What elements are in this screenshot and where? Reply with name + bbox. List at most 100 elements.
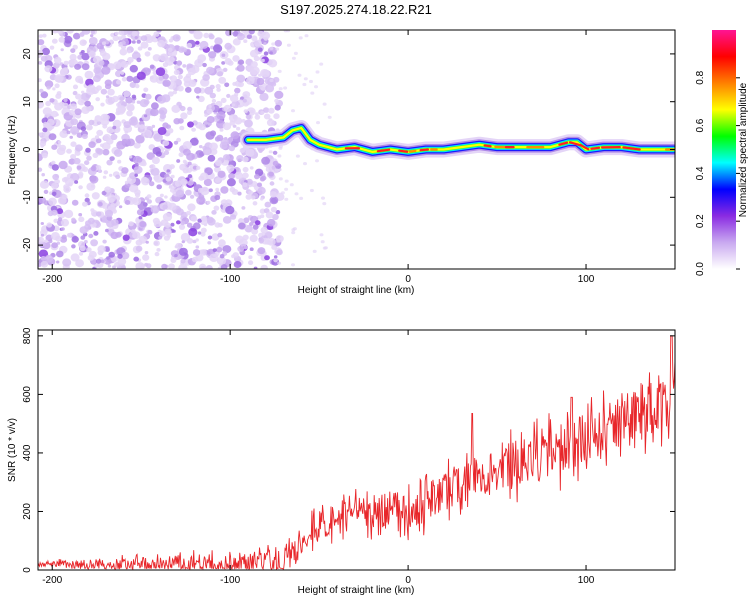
noise-speck [108, 251, 115, 258]
noise-speck [257, 247, 266, 255]
noise-speck [70, 126, 80, 135]
noise-speck [129, 82, 137, 88]
noise-speck [78, 185, 83, 190]
noise-speck [268, 241, 273, 245]
noise-speck [245, 114, 252, 120]
noise-speck [236, 74, 246, 83]
noise-speck [107, 264, 112, 268]
noise-speck [135, 245, 143, 252]
noise-speck [101, 201, 106, 205]
noise-speck [228, 160, 234, 166]
noise-speck [264, 255, 270, 261]
noise-speck [278, 146, 283, 150]
noise-speck [97, 245, 106, 253]
noise-speck [268, 107, 275, 114]
spectrogram-y-tick-label: 0 [22, 146, 33, 152]
noise-speck [260, 264, 268, 269]
noise-speck [304, 34, 309, 38]
noise-speck [248, 260, 254, 266]
noise-speck [197, 54, 207, 63]
noise-speck [158, 107, 168, 116]
noise-speck [173, 69, 180, 76]
noise-speck [123, 121, 131, 129]
noise-speck [268, 171, 274, 177]
noise-speck [236, 126, 241, 131]
noise-speck [314, 85, 318, 89]
noise-speck [278, 87, 283, 91]
noise-speck [178, 104, 183, 109]
noise-speck [157, 127, 167, 135]
noise-speck [193, 30, 203, 40]
noise-speck [206, 200, 211, 205]
noise-speck [153, 175, 160, 181]
colorbar-tick-label: 0.0 [695, 262, 706, 276]
noise-speck [127, 30, 132, 35]
noise-speck [70, 141, 77, 147]
noise-speck [257, 182, 262, 188]
noise-speck [274, 104, 281, 111]
noise-speck [112, 125, 117, 130]
noise-speck [86, 155, 92, 161]
noise-speck [200, 172, 209, 181]
noise-speck [105, 228, 109, 233]
noise-speck [265, 84, 275, 93]
noise-speck [291, 56, 296, 60]
noise-speck [203, 32, 210, 39]
noise-speck [144, 51, 151, 57]
noise-speck [72, 84, 79, 90]
noise-speck [216, 256, 227, 265]
noise-speck [272, 150, 278, 155]
noise-speck [127, 49, 131, 54]
noise-speck [38, 167, 43, 172]
signal-hot-segment [376, 148, 391, 153]
noise-speck [123, 90, 131, 98]
noise-speck [182, 141, 193, 150]
colorbar-ticks: 0.0 0.2 0.4 0.6 0.8 [695, 70, 740, 276]
noise-speck [316, 121, 320, 125]
noise-speck [97, 202, 103, 207]
noise-speck [232, 38, 241, 46]
noise-speck [214, 37, 223, 45]
noise-speck [228, 114, 238, 123]
noise-speck [56, 250, 64, 258]
spectrogram-y-tick-label: -10 [22, 190, 33, 205]
noise-speck [61, 194, 68, 200]
noise-speck [186, 210, 191, 216]
noise-speck [88, 37, 98, 45]
noise-speck [111, 219, 119, 226]
snr-frame [37, 329, 676, 571]
snr-y-tick-label: 800 [22, 327, 33, 344]
noise-speck [134, 189, 141, 196]
noise-speck [167, 128, 174, 134]
noise-speck [73, 32, 81, 40]
noise-speck [140, 41, 149, 49]
snr-series-line [38, 335, 675, 570]
noise-speck [138, 235, 148, 244]
noise-speck [212, 248, 217, 253]
noise-speck [181, 240, 185, 244]
noise-speck [280, 191, 285, 195]
noise-speck [207, 154, 216, 162]
noise-speck [70, 48, 76, 53]
noise-speck [90, 184, 95, 188]
noise-speck [277, 69, 282, 73]
noise-speck [80, 126, 87, 132]
noise-speck [254, 114, 261, 120]
noise-speck [291, 228, 296, 232]
colorbar-tick-label: 0.6 [695, 118, 706, 132]
noise-speck [271, 244, 277, 250]
snr-y-label: SNR (10 * v/v) [7, 418, 18, 482]
noise-speck [199, 263, 207, 269]
noise-speck [112, 119, 122, 128]
noise-speck [57, 140, 62, 144]
noise-speck [167, 234, 172, 238]
noise-speck [159, 230, 166, 237]
noise-speck [218, 76, 227, 84]
noise-speck [186, 42, 193, 49]
noise-speck [117, 257, 127, 266]
noise-speck [132, 231, 141, 239]
noise-speck [155, 67, 166, 76]
noise-speck [162, 212, 173, 222]
noise-speck [159, 193, 164, 198]
noise-speck [61, 177, 68, 183]
